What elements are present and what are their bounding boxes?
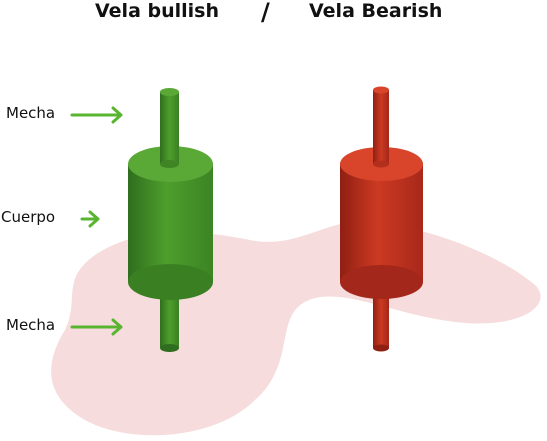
arrow-body-icon: [80, 210, 100, 228]
background-blob: [51, 221, 541, 436]
label-wick-bottom: Mecha: [6, 316, 56, 334]
arrow-top-icon: [70, 106, 123, 124]
label-wick-top: Mecha: [6, 104, 56, 122]
title-separator: /: [261, 0, 270, 26]
arrow-bottom-icon: [70, 318, 123, 336]
label-body: Cuerpo: [1, 208, 56, 226]
bearish-body: [340, 164, 423, 282]
bearish-title: Vela Bearish: [309, 0, 443, 22]
bearish-candle: [340, 86, 423, 352]
bullish-title: Vela bullish: [95, 0, 220, 22]
bullish-body: [128, 164, 213, 282]
bullish-candle: [128, 88, 213, 352]
